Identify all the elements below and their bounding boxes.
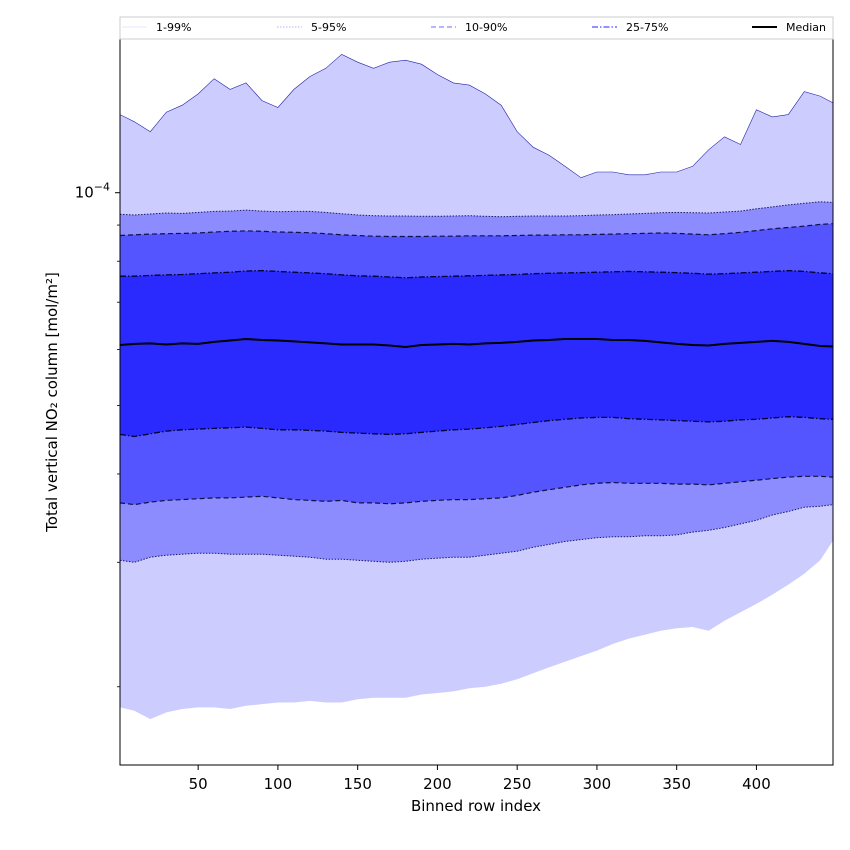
line-5-95%-upper (119, 201, 834, 218)
legend-label: 25-75% (626, 21, 668, 34)
y-tick-label: 10−4 (75, 181, 110, 202)
x-axis-label: Binned row index (411, 797, 541, 815)
legend: 1-99% 5-95% 10-90% 25-75% Median (119, 16, 834, 40)
x-tick-label: 400 (742, 775, 771, 793)
line-1-99%-upper (119, 53, 834, 179)
x-axis-ticks: 50 100 150 200 250 300 350 400 (189, 765, 771, 793)
x-tick-label: 250 (503, 775, 532, 793)
x-tick-label: 350 (662, 775, 691, 793)
quantile-bands (120, 54, 833, 720)
legend-label: 5-95% (311, 21, 346, 34)
x-tick-label: 200 (423, 775, 452, 793)
legend-box (119, 16, 834, 40)
quantile-lines (119, 53, 834, 563)
legend-label: 1-99% (156, 21, 191, 34)
y-axis-label: Total vertical NO₂ column [mol/m²] (43, 272, 61, 533)
band-25-75% (120, 270, 833, 437)
legend-label: 10-90% (465, 21, 507, 34)
median-line (119, 337, 834, 349)
legend-label: Median (786, 21, 826, 34)
line-10-90%-upper (119, 223, 834, 238)
line-25-75%-upper (120, 269, 834, 279)
line-5-95%-lower (119, 504, 834, 563)
y-axis-ticks: 10−4 (75, 181, 120, 688)
line-25-75%-lower (119, 416, 834, 438)
x-tick-label: 100 (264, 775, 293, 793)
x-tick-label: 300 (583, 775, 612, 793)
x-tick-label: 150 (343, 775, 372, 793)
x-tick-label: 50 (189, 775, 208, 793)
